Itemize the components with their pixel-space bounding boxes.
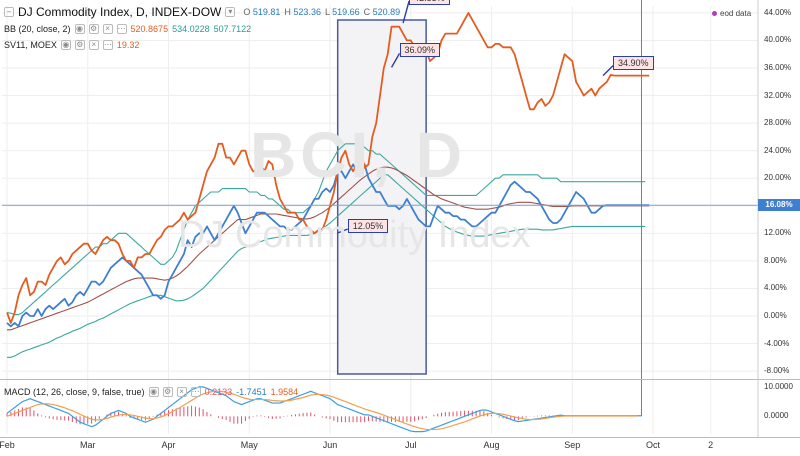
x-tick-label: Mar <box>80 440 96 450</box>
y-tick-label: 24.00% <box>764 145 792 155</box>
remove-icon[interactable]: × <box>88 40 99 50</box>
series-line-orange <box>6 11 650 324</box>
y-tick-label: 44.00% <box>764 7 792 17</box>
y-tick-label: 20.00% <box>764 173 792 183</box>
bb-value-upper: 534.0228 <box>172 24 210 34</box>
macd-tick-label: 10.0000 <box>764 381 793 391</box>
macd-name: MACD (12, 26, close, 9, false, true) <box>4 387 145 397</box>
sv-name: SV11, MOEX <box>4 40 57 50</box>
eye-icon[interactable]: ◉ <box>60 40 71 50</box>
ohlc-value: 523.36 <box>290 7 321 17</box>
x-tick-label: Apr <box>161 440 176 450</box>
eod-indicator: eod data <box>712 9 751 18</box>
x-tick-label: 2 <box>708 440 714 450</box>
bb-value-lower: 507.7122 <box>213 24 252 34</box>
y-tick-label: 40.00% <box>764 35 792 45</box>
callout-pointer <box>402 0 410 24</box>
remove-icon[interactable]: × <box>102 24 113 34</box>
y-tick-label: -8.00% <box>764 366 790 376</box>
plot-frame <box>0 0 800 438</box>
macd-value-signal: 1.9584 <box>270 387 299 397</box>
y-tick-label: 12.00% <box>764 228 792 238</box>
bb-name: BB (20, close, 2) <box>4 24 71 34</box>
last-price-badge: 16.08% <box>758 199 800 212</box>
macd-value-macd: -1.7451 <box>236 387 267 397</box>
y-tick-label: -4.00% <box>764 338 790 348</box>
callout-label: 42.53% <box>409 0 450 6</box>
legend-macd: MACD (12, 26, close, 9, false, true) ◉ ⚙… <box>4 385 298 399</box>
x-tick-label: Oct <box>646 440 661 450</box>
legend-title: DJ Commodity Index, D, INDEX-DOW <box>18 5 222 19</box>
signal-line <box>6 390 638 431</box>
ohlc-key: C <box>363 7 371 17</box>
more-icon[interactable]: ⋯ <box>116 24 127 34</box>
sv-value: 19.32 <box>116 40 140 50</box>
settings-icon[interactable]: ⚙ <box>162 387 173 397</box>
y-tick-label: 36.00% <box>764 63 792 72</box>
x-tick-label: Jul <box>404 440 417 450</box>
ohlc-value: 519.66 <box>329 7 360 17</box>
callout-pointer <box>390 53 401 68</box>
legend-main: − DJ Commodity Index, D, INDEX-DOW ▾ O 5… <box>4 5 400 19</box>
ohlc-key: L <box>324 7 330 17</box>
collapse-icon[interactable]: − <box>4 7 14 17</box>
ohlc-value: 520.89 <box>370 7 401 17</box>
more-icon[interactable]: ⋯ <box>102 40 113 50</box>
more-icon[interactable]: ⋯ <box>190 387 201 397</box>
x-tick-label: Jun <box>322 440 338 450</box>
ohlc-values: O 519.81 H 523.36 L 519.66 C 520.89 <box>239 7 400 17</box>
macd-value-hist: 0.2133 <box>204 387 233 397</box>
ohlc-value: 519.81 <box>250 7 281 17</box>
y-tick-label: 4.00% <box>764 283 787 293</box>
callout-label: 36.09% <box>399 43 441 58</box>
callout-label: 34.90% <box>613 55 654 70</box>
remove-icon[interactable]: × <box>176 387 187 397</box>
x-tick-label: May <box>240 440 258 450</box>
y-tick-label: 28.00% <box>764 118 792 128</box>
series-line-teal <box>7 174 646 358</box>
x-tick-label: Sep <box>564 440 581 450</box>
ohlc-key: H <box>284 7 291 17</box>
callout-pointer <box>602 65 614 77</box>
series-line-blue <box>6 163 650 328</box>
eye-icon[interactable]: ◉ <box>74 24 85 34</box>
y-tick-label: 0.00% <box>764 311 787 320</box>
eod-label: eod data <box>720 9 752 18</box>
y-tick-label: 8.00% <box>764 255 787 265</box>
ohlc-key: O <box>243 7 251 17</box>
x-tick-label: Feb <box>0 440 15 450</box>
series-line-teal <box>6 143 646 316</box>
series-layer <box>2 11 758 358</box>
x-tick-label: Aug <box>483 440 500 450</box>
dropdown-icon[interactable]: ▾ <box>225 7 236 17</box>
settings-icon[interactable]: ⚙ <box>74 40 85 50</box>
eye-icon[interactable]: ◉ <box>148 387 159 397</box>
macd-tick-label: 0.0000 <box>764 411 789 421</box>
series-line-brown <box>7 166 650 331</box>
watermark-symbol: BCI, D <box>250 119 466 191</box>
bb-value-basis: 520.8675 <box>130 24 169 34</box>
callout-label: 12.05% <box>347 218 389 233</box>
legend-sv: SV11, MOEX ◉ ⚙ × ⋯ 19.32 <box>4 38 139 52</box>
y-tick-label: 32.00% <box>764 90 792 100</box>
callout-pointer <box>337 228 348 234</box>
settings-icon[interactable]: ⚙ <box>88 24 99 34</box>
eod-dot-icon <box>712 11 717 17</box>
legend-bb: BB (20, close, 2) ◉ ⚙ × ⋯ 520.8675 534.0… <box>4 22 251 36</box>
